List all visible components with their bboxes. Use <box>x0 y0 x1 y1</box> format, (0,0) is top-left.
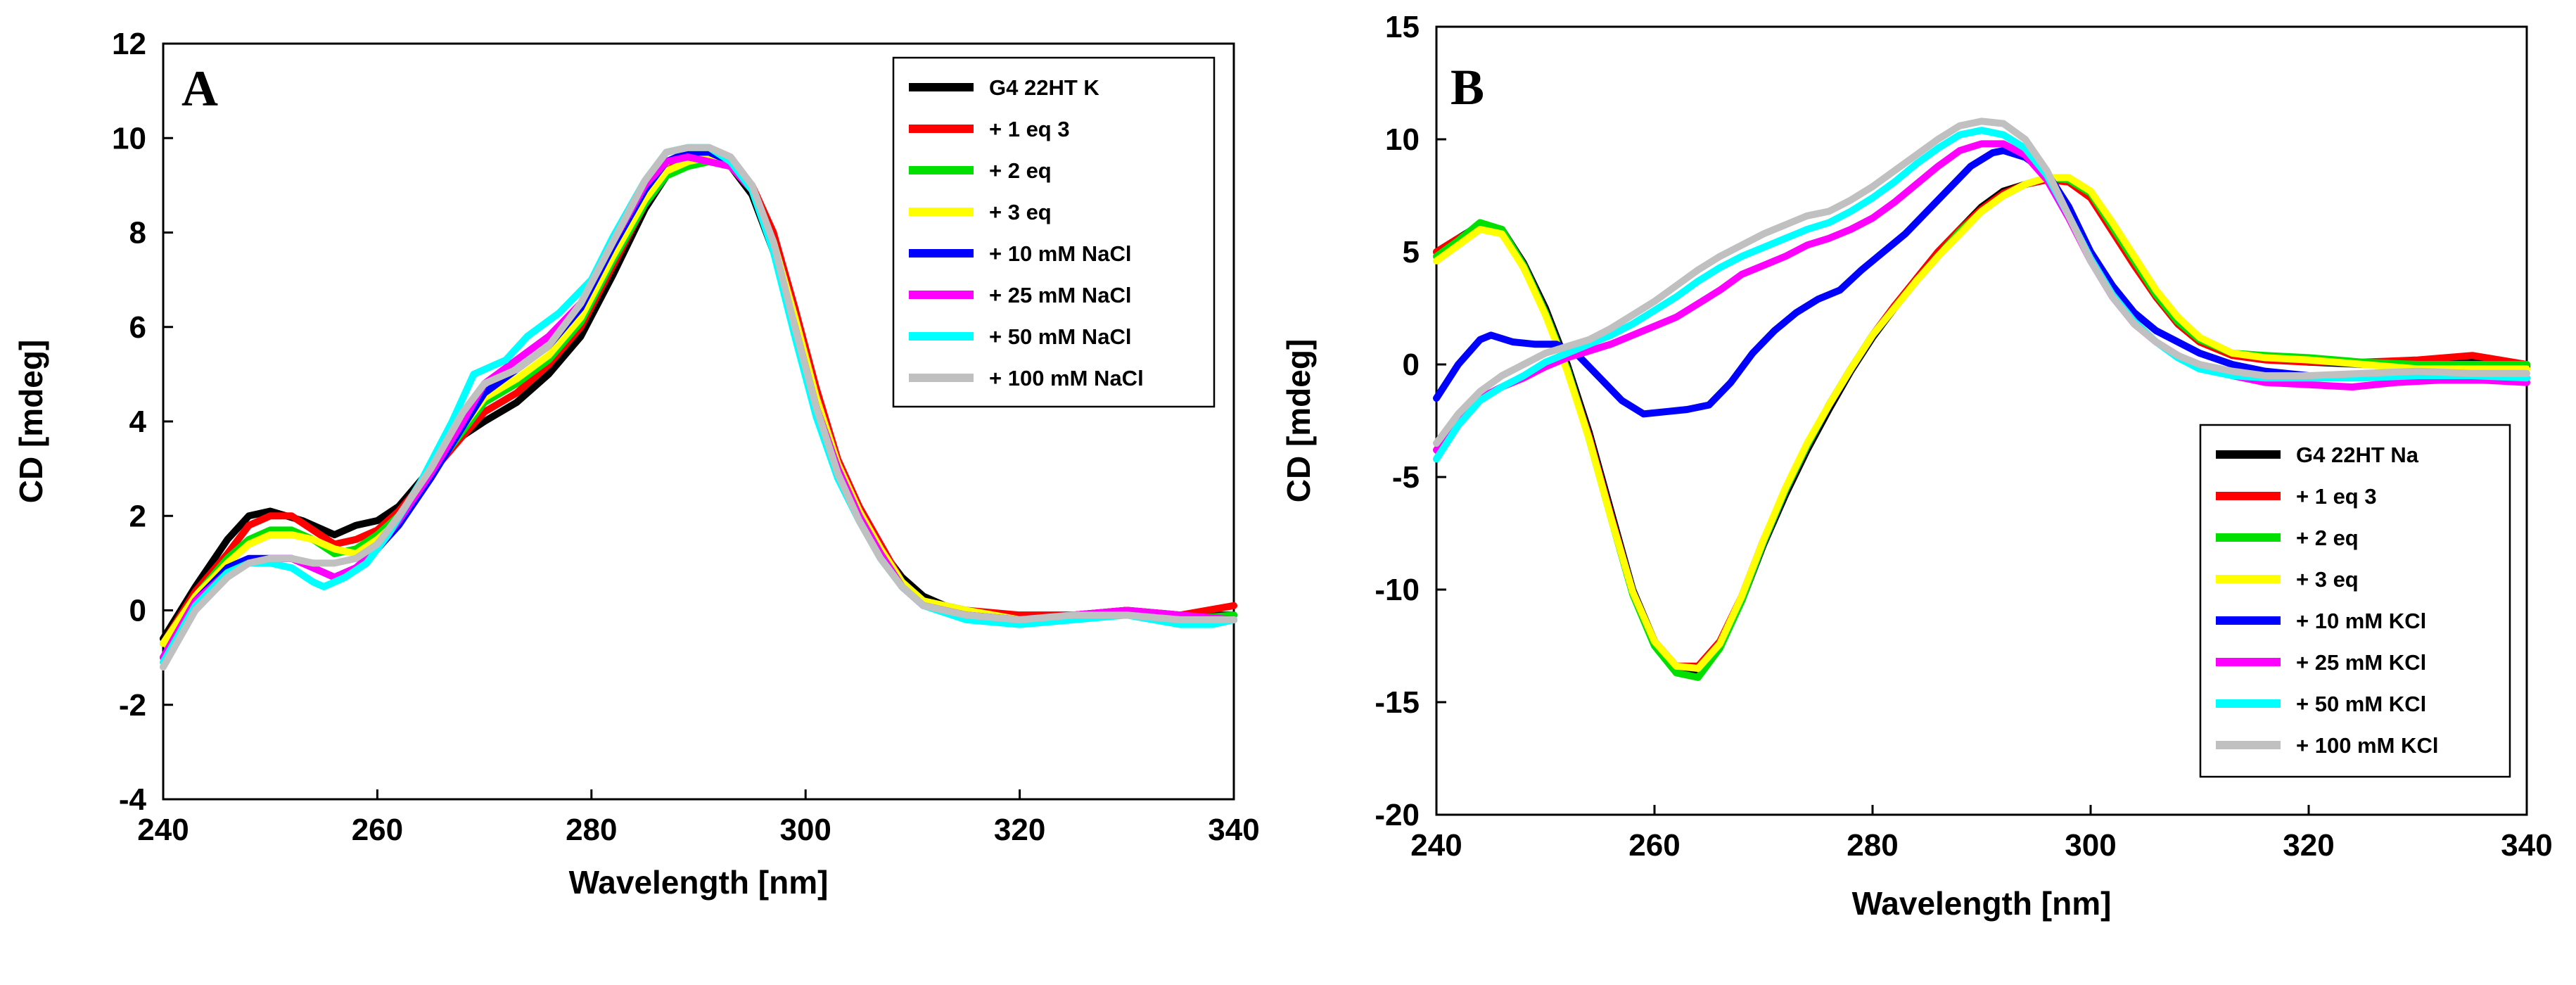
panel-a-legend-label: + 1 eq 3 <box>989 117 1070 141</box>
panel-a-y-tick-label: 10 <box>112 121 146 155</box>
panel-b-x-axis-title: Wavelength [nm] <box>1852 885 2112 922</box>
panel-b-x-tick-label: 320 <box>2283 828 2334 863</box>
panel-b-x-tick-label: 340 <box>2501 828 2552 863</box>
panel-b: -20 -15 -10 -5 0 5 10 15 240 260 280 300 320 340 B C… <box>1280 10 2553 922</box>
panel-b-letter: B <box>1450 59 1484 115</box>
panel-a-legend-label: + 3 eq <box>989 200 1052 224</box>
panel-b-y-tick-label: -15 <box>1375 685 1420 720</box>
panel-b-x-tick-label: 240 <box>1410 828 1462 863</box>
panel-a-y-tick-label: 0 <box>129 594 146 628</box>
panel-b-plot-frame <box>1435 25 2528 816</box>
panel-b-y-axis-title: CD [mdeg] <box>1280 339 1317 503</box>
panel-a-legend-label: G4 22HT K <box>989 75 1099 100</box>
panel-b-x-tick-label: 260 <box>1628 828 1680 863</box>
panel-a-y-tick-label: -4 <box>119 782 147 817</box>
panel-a-legend-label: + 100 mM NaCl <box>989 366 1144 390</box>
panel-b-legend: G4 22HT Na + 1 eq 3 + 2 eq + 3 eq + 10 mM KC… <box>2199 424 2511 778</box>
panel-b-legend-label: + 100 mM KCl <box>2296 733 2438 758</box>
panel-b-y-tick-label: -5 <box>1392 460 1420 495</box>
panel-a-y-tick-label: 6 <box>129 310 146 345</box>
panel-a-y-tick-label: -2 <box>119 688 146 723</box>
panel-a-x-tick-label: 280 <box>566 813 617 847</box>
panel-a-series-line <box>160 153 1237 647</box>
panel-b-legend-box <box>2199 424 2511 778</box>
panel-b-y-tick-label: 0 <box>1403 348 1420 382</box>
panel-b-legend-label: + 10 mM KCl <box>2296 609 2426 633</box>
panel-a-x-tick-label: 300 <box>779 813 831 847</box>
panel-b-legend-label: + 2 eq <box>2296 526 2359 550</box>
panel-a-legend-label: + 10 mM NaCl <box>989 241 1131 266</box>
panel-b-series-line <box>1433 147 2530 418</box>
panel-b-series-line <box>1433 117 2530 447</box>
panel-a-y-tick-label: 8 <box>129 216 146 250</box>
panel-a-y-axis-title: CD [mdeg] <box>13 340 49 504</box>
panel-a-y-tick-label: 2 <box>129 499 146 533</box>
panel-b-x-tick-label: 280 <box>1847 828 1898 863</box>
panel-a-x-tick-label: 240 <box>137 813 189 847</box>
panel-a-legend-label: + 50 mM NaCl <box>989 324 1131 349</box>
panel-b-series-line <box>1433 140 2530 454</box>
panel-b-y-tick-label: 5 <box>1403 235 1420 269</box>
panel-b-legend-label: + 50 mM KCl <box>2296 692 2426 716</box>
panel-a-series-line <box>160 144 1237 671</box>
panel-a: -4 -2 0 2 4 6 8 10 12 240 260 280 300 320 340 A CD [m… <box>13 27 1260 901</box>
panel-b-y-tick-label: -10 <box>1375 573 1420 607</box>
panel-b-x-tick-label: 300 <box>2065 828 2116 863</box>
panel-a-legend-label: + 2 eq <box>989 158 1052 183</box>
panel-a-x-tick-label: 260 <box>352 813 403 847</box>
panel-a-y-tick-label: 12 <box>112 27 146 61</box>
panel-b-y-tick-label: 10 <box>1385 122 1420 157</box>
panel-a-y-tick-label: 4 <box>129 405 147 439</box>
panel-b-legend-label: G4 22HT Na <box>2296 443 2419 467</box>
panel-b-y-tick-label: 15 <box>1385 10 1420 44</box>
panel-a-x-tick-label: 320 <box>994 813 1045 847</box>
panel-b-y-tick-label: -20 <box>1375 798 1420 832</box>
panel-a-legend-label: + 25 mM NaCl <box>989 283 1131 307</box>
panel-a-legend: G4 22HT K + 1 eq 3 + 2 eq + 3 eq + 10 mM NaC… <box>892 56 1216 408</box>
panel-a-legend-box <box>892 56 1216 408</box>
panel-b-series-line <box>1433 174 2530 672</box>
panel-b-legend-label: + 3 eq <box>2296 567 2359 592</box>
panel-b-legend-label: + 25 mM KCl <box>2296 650 2426 675</box>
panel-b-series-line <box>1433 127 2530 463</box>
panel-a-letter: A <box>181 61 218 117</box>
panel-a-x-axis-title: Wavelength [nm] <box>569 864 829 901</box>
panel-a-x-tick-label: 340 <box>1208 813 1259 847</box>
panel-b-legend-label: + 1 eq 3 <box>2296 484 2377 509</box>
